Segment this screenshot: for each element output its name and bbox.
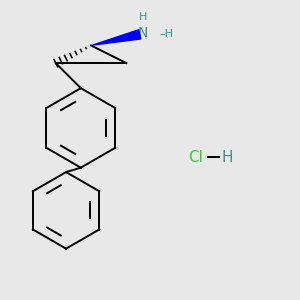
- Text: H: H: [139, 12, 147, 22]
- Text: –H: –H: [160, 29, 174, 39]
- Text: N: N: [137, 26, 148, 40]
- Polygon shape: [92, 30, 141, 45]
- Text: Cl: Cl: [188, 150, 203, 165]
- Text: H: H: [221, 150, 233, 165]
